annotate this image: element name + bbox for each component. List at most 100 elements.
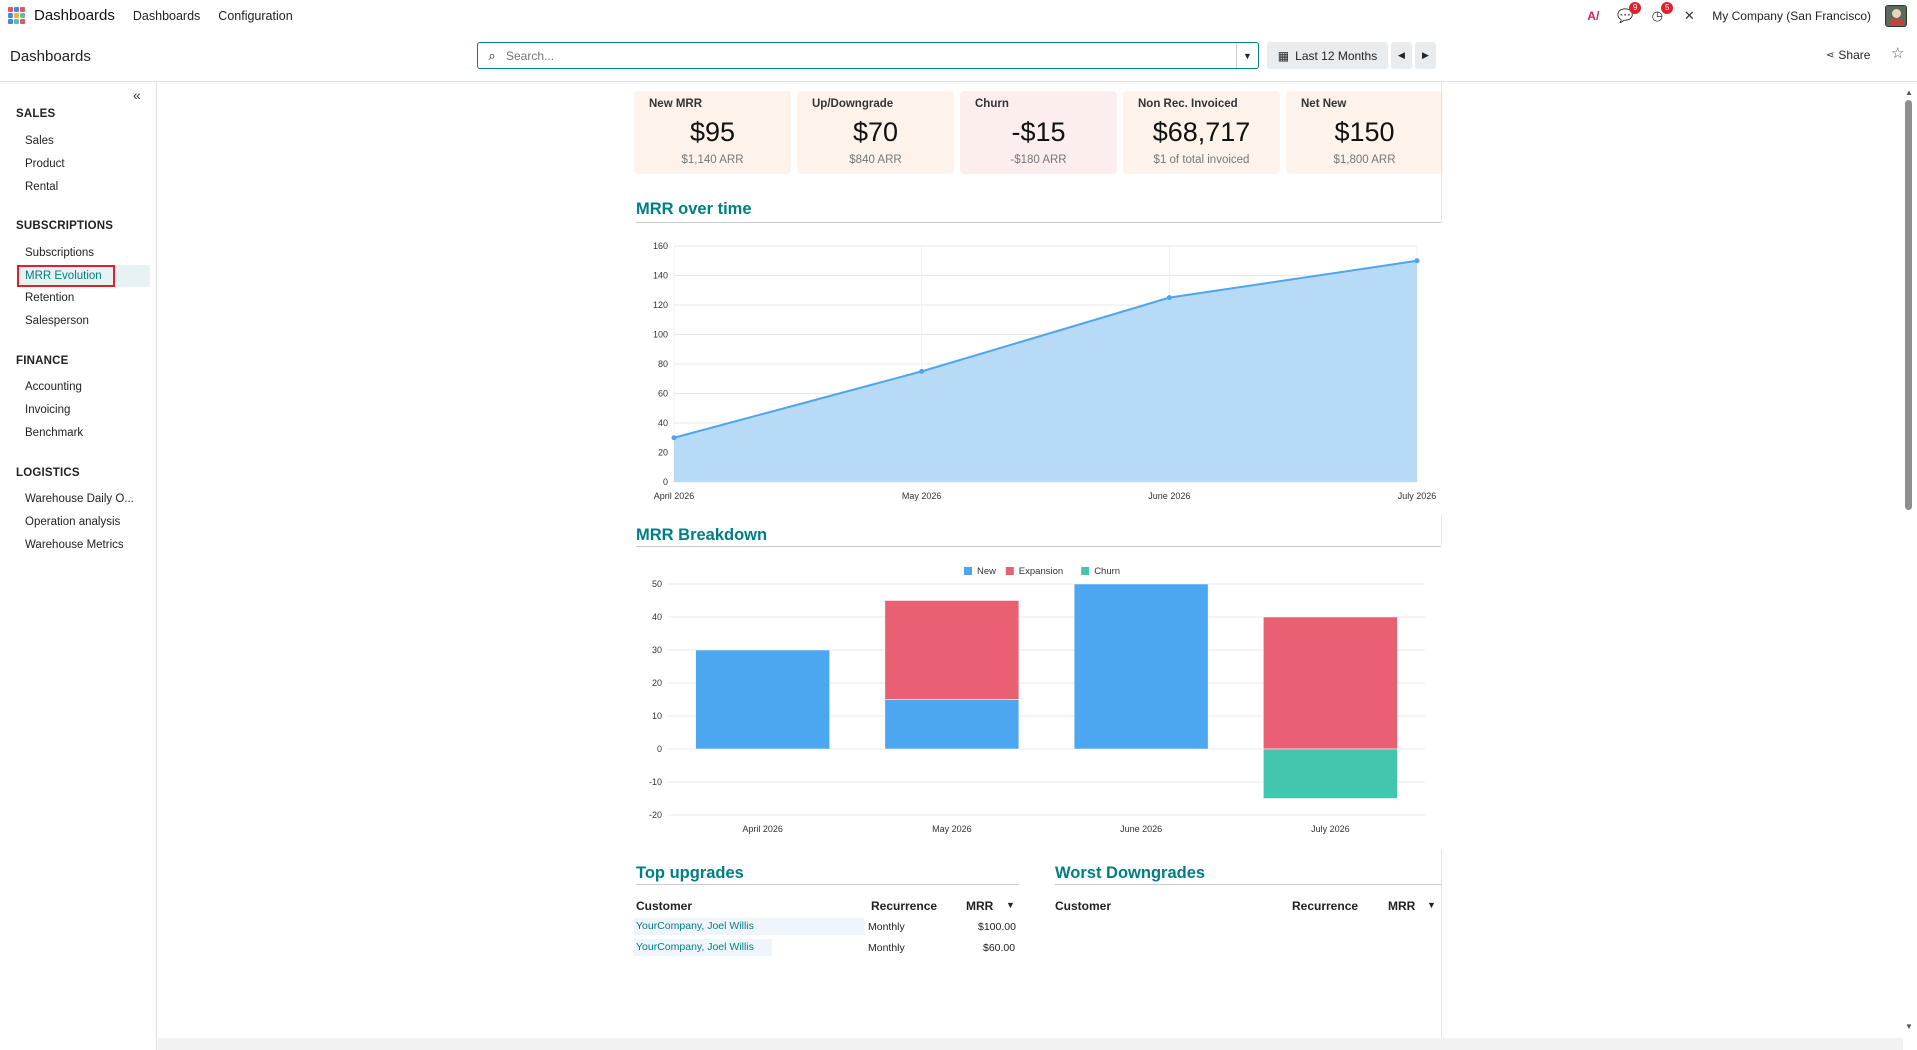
ai-icon[interactable]: A/ — [1587, 8, 1600, 23]
sidebar-item-warehouse-daily[interactable]: Warehouse Daily O... — [25, 493, 134, 505]
sort-caret-icon[interactable]: ▼ — [1427, 900, 1436, 910]
worst-downgrades-title: Worst Downgrades — [1055, 864, 1206, 882]
kpi-label: New MRR — [649, 98, 703, 110]
kpi-new-mrr[interactable]: New MRR $95 $1,140 ARR — [634, 91, 791, 174]
section-divider — [636, 546, 1441, 547]
scroll-down-icon[interactable]: ▼ — [1905, 1022, 1913, 1031]
collapse-sidebar-icon[interactable]: « — [133, 87, 141, 103]
sidebar-item-mrr-evolution[interactable]: MRR Evolution — [18, 265, 150, 287]
mrr-breakdown-title: MRR Breakdown — [636, 526, 768, 544]
kpi-label: Non Rec. Invoiced — [1138, 98, 1238, 110]
col-recurrence[interactable]: Recurrence — [871, 899, 938, 913]
date-filter-button[interactable]: ▦ Last 12 Months — [1267, 42, 1388, 69]
kpi-churn[interactable]: Churn -$15 -$180 ARR — [960, 91, 1117, 174]
y-tick-label: 120 — [653, 300, 668, 310]
kpi-subtext: $1 of total invoiced — [1153, 154, 1250, 166]
sidebar-item-invoicing[interactable]: Invoicing — [25, 404, 71, 416]
tools-icon[interactable]: ✕ — [1683, 7, 1695, 23]
sidebar-item-subscriptions[interactable]: Subscriptions — [25, 247, 95, 259]
sidebar-item-rental[interactable]: Rental — [25, 181, 59, 193]
grid-divider — [1441, 82, 1442, 222]
col-customer[interactable]: Customer — [1055, 899, 1112, 913]
sidebar-item-operation-analysis[interactable]: Operation analysis — [25, 516, 121, 528]
x-tick-label: April 2026 — [654, 491, 695, 501]
y-tick-label: 20 — [652, 678, 662, 688]
col-mrr[interactable]: MRR — [1388, 899, 1416, 913]
app-menu-icon[interactable] — [8, 6, 26, 25]
x-tick-label: May 2026 — [932, 824, 972, 834]
x-tick-label: May 2026 — [902, 491, 942, 501]
search-input[interactable] — [506, 43, 1236, 68]
scroll-up-icon[interactable]: ▲ — [1905, 88, 1913, 97]
kpi-value: $70 — [852, 117, 899, 147]
col-recurrence[interactable]: Recurrence — [1292, 899, 1359, 913]
kpi-subtext: $840 ARR — [849, 154, 902, 166]
kpi-value: $68,717 — [1152, 117, 1251, 147]
share-label: Share — [1838, 48, 1871, 62]
y-tick-label: 0 — [663, 477, 668, 487]
y-tick-label: 140 — [653, 271, 668, 281]
top-upgrades-title: Top upgrades — [636, 864, 744, 882]
app-name[interactable]: Dashboards — [34, 7, 115, 24]
data-point — [1414, 258, 1420, 264]
upgrade-row-recurrence: Monthly — [868, 942, 905, 954]
sidebar-item-benchmark[interactable]: Benchmark — [25, 427, 84, 439]
col-customer[interactable]: Customer — [636, 899, 693, 913]
next-period-button[interactable]: ▶ — [1415, 42, 1436, 69]
kpi-non-rec-invoiced[interactable]: Non Rec. Invoiced $68,717 $1 of total in… — [1123, 91, 1280, 174]
share-button[interactable]: ⋖ Share — [1826, 48, 1870, 62]
menu-dashboards[interactable]: Dashboards — [132, 8, 201, 23]
kpi-up-downgrade[interactable]: Up/Downgrade $70 $840 ARR — [797, 91, 954, 174]
scrollbar-thumb[interactable] — [1905, 100, 1912, 510]
kpi-net-new[interactable]: Net New $150 $1,800 ARR — [1286, 91, 1443, 174]
upgrade-row-mrr: $100.00 — [978, 921, 1016, 933]
horizontal-scrollbar[interactable] — [158, 1038, 1903, 1050]
mrr-breakdown-chart[interactable]: -20 -10 0 10 20 30 40 50 New Expansion Churn April … — [636, 558, 1441, 840]
y-tick-label: 40 — [652, 612, 662, 622]
area-fill — [674, 260, 1417, 482]
search-options-toggle[interactable]: ▼ — [1236, 43, 1258, 68]
section-divider — [636, 884, 1019, 885]
section-divider — [636, 222, 1441, 223]
mrr-over-time-chart[interactable]: 0 20 40 60 80 100 120 140 160 April 2026 May 2026 J… — [636, 232, 1441, 512]
menu-configuration[interactable]: Configuration — [218, 8, 293, 23]
grid-divider — [1441, 515, 1442, 545]
series-line — [673, 259, 1418, 439]
bar-segment — [1263, 616, 1398, 750]
section-finance: FINANCE — [16, 355, 69, 367]
upgrade-row-customer[interactable]: YourCompany, Joel Willis — [634, 918, 864, 935]
sidebar-item-accounting[interactable]: Accounting — [25, 381, 82, 393]
sidebar-item-sales[interactable]: Sales — [25, 135, 54, 147]
section-logistics: LOGISTICS — [16, 467, 80, 479]
kpi-value: -$15 — [1011, 117, 1066, 147]
sidebar-item-salesperson[interactable]: Salesperson — [25, 315, 89, 327]
kpi-subtext: -$180 ARR — [1010, 154, 1067, 166]
user-avatar[interactable] — [1885, 4, 1907, 27]
messages-icon[interactable]: 💬 9 — [1616, 1, 1642, 25]
section-divider — [1055, 884, 1441, 885]
activities-icon[interactable]: ◷ 5 — [1648, 1, 1674, 25]
messages-badge: 9 — [1629, 1, 1642, 14]
kpi-value: $150 — [1334, 117, 1395, 147]
top-navbar: Dashboards Dashboards Configuration A/ 💬… — [0, 0, 1917, 31]
x-tick-label: June 2026 — [1148, 491, 1190, 501]
sort-caret-icon[interactable]: ▼ — [1006, 900, 1015, 910]
sidebar-item-product[interactable]: Product — [25, 158, 65, 170]
sidebar-item-warehouse-metrics[interactable]: Warehouse Metrics — [25, 539, 124, 551]
data-point — [1166, 295, 1172, 301]
y-tick-label: 40 — [658, 418, 668, 428]
x-tick-label: July 2026 — [1311, 824, 1350, 834]
previous-period-button[interactable]: ◀ — [1391, 42, 1412, 69]
bar-segment — [1073, 583, 1209, 750]
company-switcher[interactable]: My Company (San Francisco) — [1712, 8, 1871, 23]
legend-label: Expansion — [1019, 566, 1063, 577]
legend-swatch — [1081, 567, 1090, 575]
share-icon: ⋖ — [1826, 49, 1835, 61]
favorite-star-icon[interactable]: ☆ — [1891, 45, 1905, 62]
section-subscriptions: SUBSCRIPTIONS — [16, 220, 114, 232]
upgrade-row-mrr: $60.00 — [983, 942, 1016, 954]
col-mrr[interactable]: MRR — [966, 899, 994, 913]
legend-label: Churn — [1094, 566, 1120, 577]
sidebar-item-retention[interactable]: Retention — [25, 292, 75, 304]
upgrade-row-customer[interactable]: YourCompany, Joel Willis — [634, 939, 772, 956]
